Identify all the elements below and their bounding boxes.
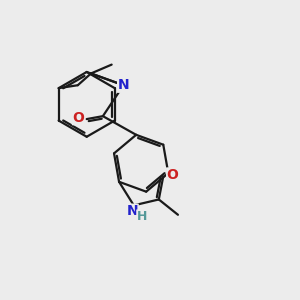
Text: O: O xyxy=(167,168,178,182)
Text: O: O xyxy=(73,111,84,124)
Text: N: N xyxy=(127,204,138,218)
Text: H: H xyxy=(137,210,147,223)
Text: N: N xyxy=(118,78,129,92)
